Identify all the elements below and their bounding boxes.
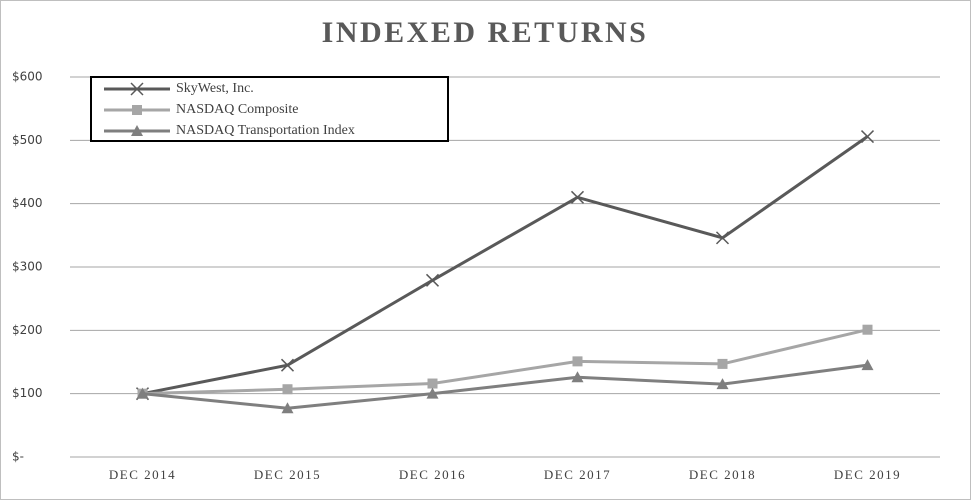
y-tick-label: $200 xyxy=(12,323,43,337)
point xyxy=(717,358,728,369)
y-tick-label: $100 xyxy=(12,386,43,400)
x-tick-label: DEC 2017 xyxy=(544,467,611,482)
y-tick-label: $300 xyxy=(12,260,43,274)
series-line xyxy=(142,328,868,396)
point xyxy=(426,387,439,399)
point xyxy=(571,371,584,383)
x-tick-label: DEC 2016 xyxy=(399,467,466,482)
y-tick-label: $600 xyxy=(12,70,43,84)
point xyxy=(572,356,583,367)
x-tick-label: DEC 2014 xyxy=(109,467,176,482)
point xyxy=(282,384,293,395)
legend-label: SkyWest, Inc. xyxy=(176,81,254,96)
point xyxy=(860,130,875,144)
series-line xyxy=(142,363,868,410)
series-line xyxy=(142,135,869,396)
legend-label: NASDAQ Transportation Index xyxy=(176,123,355,138)
y-tick-label: $- xyxy=(12,450,24,464)
legend-marker xyxy=(131,125,143,136)
y-tick-label: $400 xyxy=(12,196,43,210)
point xyxy=(715,231,730,245)
point xyxy=(136,387,149,399)
point xyxy=(570,190,585,204)
y-tick-label: $500 xyxy=(12,133,43,147)
point xyxy=(281,402,294,414)
point xyxy=(427,378,438,389)
legend-marker xyxy=(132,105,142,115)
point xyxy=(425,273,440,287)
point xyxy=(862,324,873,335)
x-tick-label: DEC 2019 xyxy=(834,467,901,482)
point xyxy=(280,358,295,372)
chart-title: INDEXED RETURNS xyxy=(322,16,649,49)
legend-marker xyxy=(130,82,144,96)
point xyxy=(716,378,729,390)
x-tick-label: DEC 2018 xyxy=(689,467,756,482)
x-tick-label: DEC 2015 xyxy=(254,467,321,482)
legend-label: NASDAQ Composite xyxy=(176,102,299,117)
point xyxy=(861,359,874,371)
